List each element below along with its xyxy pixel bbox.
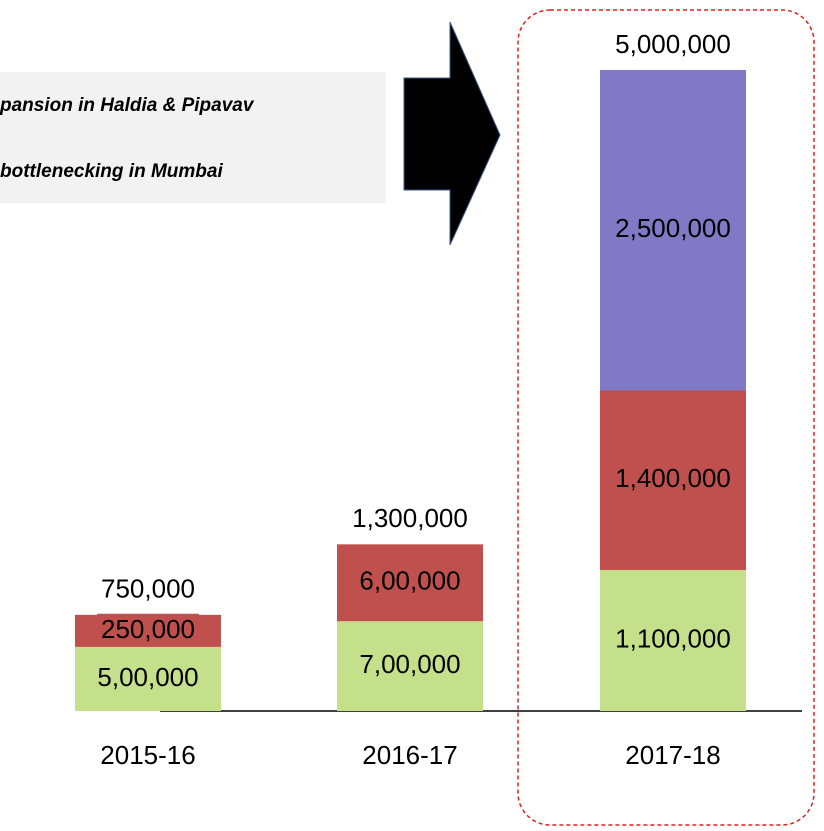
- total-label: 1,300,000: [352, 503, 468, 533]
- arrow: [403, 21, 501, 246]
- annotation-box: [0, 72, 386, 203]
- segment-label: 1,100,000: [615, 623, 731, 653]
- total-label: 5,000,000: [615, 29, 731, 59]
- label-background: [611, 213, 735, 244]
- label-background: [355, 565, 465, 596]
- label-background: [355, 649, 465, 680]
- x-tick-label: 2015-16: [100, 740, 195, 770]
- x-tick-label: 2017-18: [625, 740, 720, 770]
- label-background: [97, 613, 199, 644]
- segment-label: 2,500,000: [615, 213, 731, 243]
- annotation: pansion in Haldia & Pipavav: [0, 95, 255, 116]
- segment-label: 5,00,000: [97, 662, 198, 692]
- segment-label: 7,00,000: [359, 649, 460, 679]
- segment-label: 1,400,000: [615, 463, 731, 493]
- annotation: bottlenecking in Mumbai: [0, 161, 223, 182]
- label-background: [611, 623, 735, 654]
- total-label: 750,000: [101, 574, 195, 604]
- label-background: [93, 661, 203, 692]
- label-background: [611, 463, 735, 494]
- segment-label: 250,000: [101, 614, 195, 644]
- highlight-frame: [517, 9, 815, 826]
- x-tick-label: 2016-17: [362, 740, 457, 770]
- segment-label: 6,00,000: [359, 566, 460, 596]
